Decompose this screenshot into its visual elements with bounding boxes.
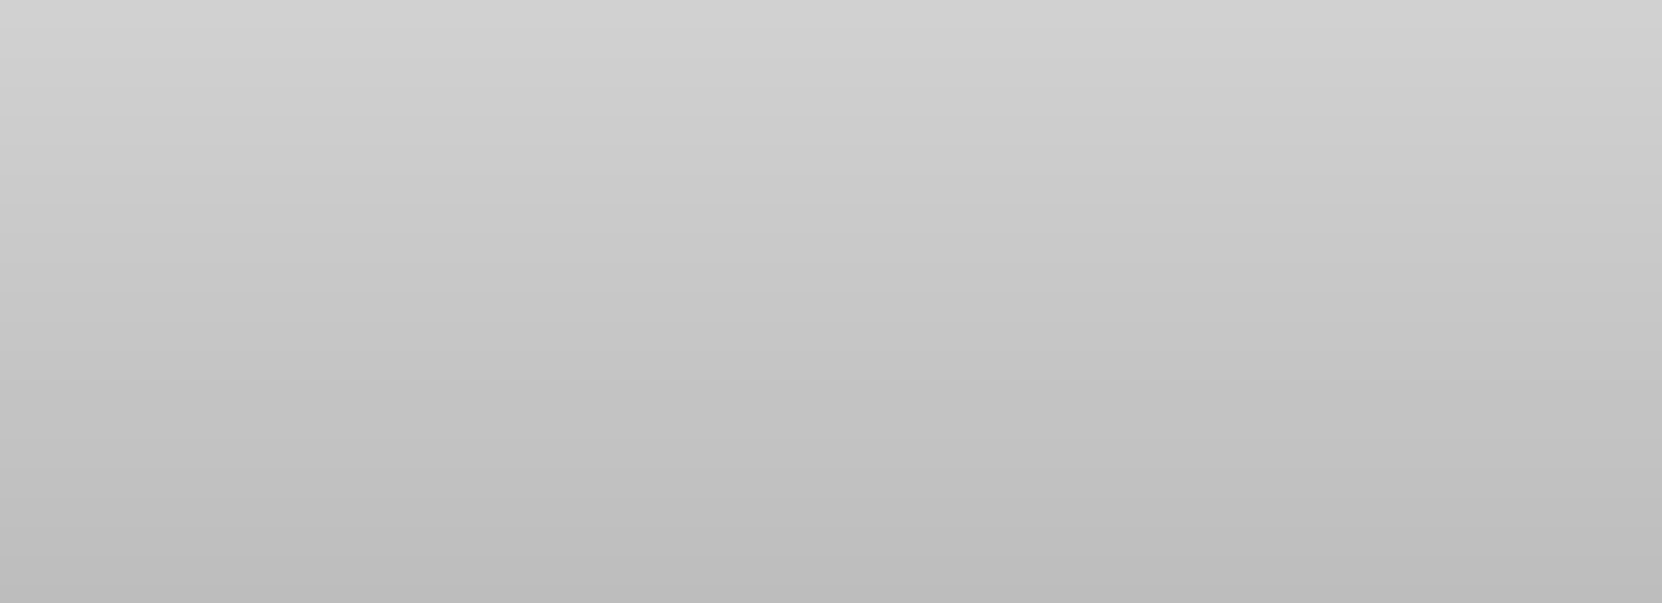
Text: BETA: BETA (966, 301, 1025, 325)
Text: 1.40: 1.40 (969, 496, 1022, 520)
Text: 0.75: 0.75 (969, 366, 1022, 390)
Text: C: C (542, 496, 558, 520)
Text: 0.90: 0.90 (969, 431, 1022, 455)
Text: Raz Rae Sdn. Bhd.  is considering several investments. The rate on Treasury: Raz Rae Sdn. Bhd. is considering several… (193, 54, 1200, 80)
Text: 2.: 2. (146, 54, 175, 82)
Text: STOCK: STOCK (510, 301, 592, 325)
Text: bills is currently 5 percent and the expected return for the market is 17 percen: bills is currently 5 percent and the exp… (146, 160, 1208, 186)
Text: three stocks.: three stocks. (146, 371, 317, 397)
Text: Using CAPM, estimate the appropriate required rate of return for the following: Using CAPM, estimate the appropriate req… (146, 265, 1178, 291)
Text: A: A (543, 366, 558, 390)
Text: B: B (542, 431, 558, 455)
Bar (357, 280, 1246, 541)
